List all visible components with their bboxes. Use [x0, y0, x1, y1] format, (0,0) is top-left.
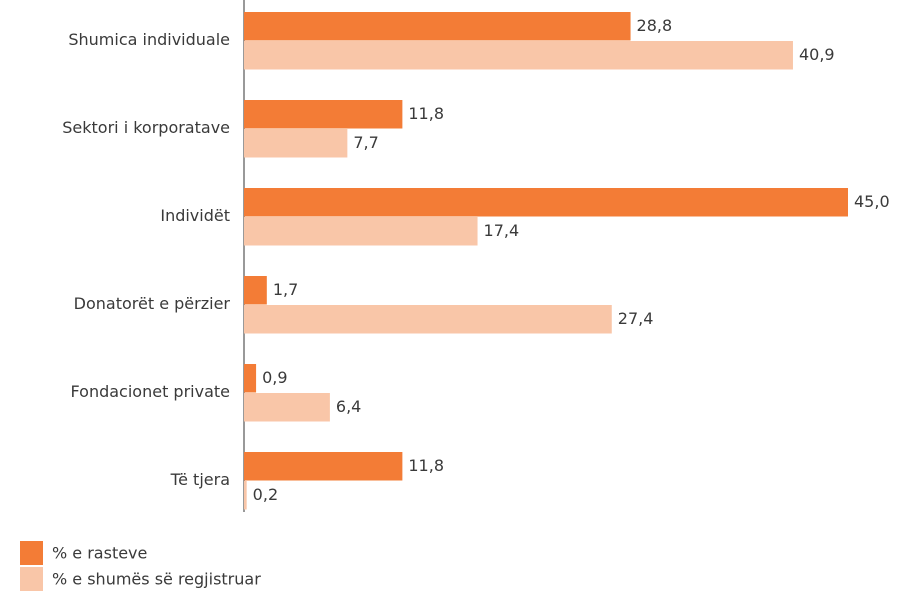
data-label: 11,8: [408, 104, 444, 123]
bar: [244, 188, 848, 217]
data-label: 11,8: [408, 456, 444, 475]
data-label: 45,0: [854, 192, 890, 211]
y-tick-label: Individët: [160, 206, 230, 225]
bar: [244, 41, 793, 70]
legend-swatch: [20, 567, 43, 591]
y-tick-label: Fondacionet private: [71, 382, 230, 401]
bar: [244, 100, 403, 129]
bar: [244, 217, 478, 246]
data-label: 6,4: [336, 397, 361, 416]
bar: [244, 393, 330, 422]
bar: [244, 305, 612, 334]
y-tick-label: Të tjera: [170, 470, 230, 489]
data-label: 17,4: [484, 221, 520, 240]
legend-label: % e shumës së regjistruar: [52, 570, 261, 589]
bar: [244, 129, 348, 158]
y-tick-label: Shumica individuale: [68, 30, 230, 49]
data-label: 28,8: [637, 16, 673, 35]
legend-swatch: [20, 541, 43, 565]
bar: [244, 12, 631, 41]
bar: [244, 452, 403, 481]
bar: [244, 276, 267, 305]
data-label: 1,7: [273, 280, 298, 299]
data-label: 27,4: [618, 309, 654, 328]
data-label: 7,7: [353, 133, 378, 152]
data-label: 0,9: [262, 368, 287, 387]
bar: [244, 481, 247, 510]
y-tick-label: Donatorët e përzier: [74, 294, 231, 313]
data-label: 0,2: [253, 485, 278, 504]
data-label: 40,9: [799, 45, 835, 64]
legend-label: % e rasteve: [52, 544, 147, 563]
bar: [244, 364, 257, 393]
y-tick-label: Sektori i korporatave: [62, 118, 230, 137]
